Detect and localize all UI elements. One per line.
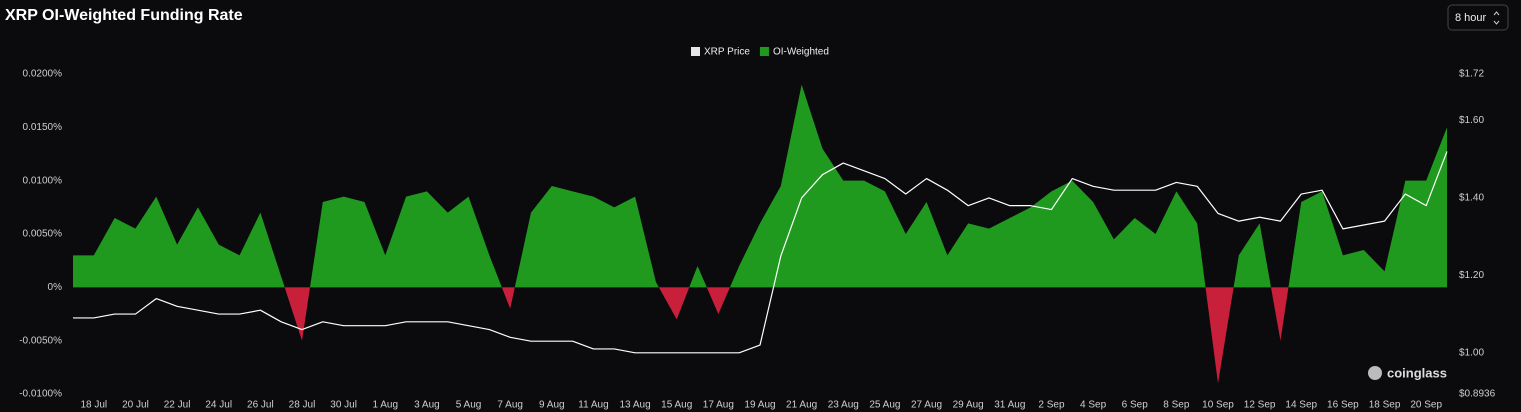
x-tick-label: 28 Jul (289, 400, 316, 411)
legend: XRP Price OI-Weighted (691, 47, 829, 58)
x-tick-label: 14 Sep (1285, 400, 1317, 411)
y-tick-label: 0% (48, 282, 63, 293)
y2-tick-label: $1.20 (1459, 270, 1484, 281)
y-tick-label: 0.0050% (23, 229, 63, 240)
y-tick-label: -0.0050% (19, 335, 62, 346)
x-tick-label: 24 Jul (205, 400, 232, 411)
chart-title: XRP OI-Weighted Funding Rate (5, 7, 243, 24)
y-tick-label: 0.0100% (23, 175, 63, 186)
x-tick-label: 29 Aug (953, 400, 984, 411)
x-tick-label: 16 Sep (1327, 400, 1359, 411)
watermark: coinglass (1368, 365, 1447, 380)
x-tick-label: 30 Jul (330, 400, 357, 411)
legend-swatch (691, 47, 700, 56)
legend-swatch (759, 47, 769, 56)
x-tick-label: 8 Sep (1163, 400, 1190, 411)
x-tick-label: 25 Aug (869, 400, 900, 411)
x-tick-label: 26 Jul (247, 400, 274, 411)
x-tick-label: 21 Aug (786, 400, 817, 411)
x-tick-label: 13 Aug (620, 400, 651, 411)
x-tick-label: 1 Aug (372, 400, 398, 411)
watermark-icon (1368, 366, 1382, 380)
dropdown-label[interactable]: 8 hour (1455, 12, 1487, 24)
y-tick-label: -0.0100% (19, 389, 62, 400)
y2-tick-label: $1.00 (1459, 347, 1484, 358)
x-tick-label: 2 Sep (1038, 400, 1065, 411)
x-tick-label: 4 Sep (1080, 400, 1107, 411)
x-tick-label: 20 Sep (1410, 400, 1442, 411)
price-line (73, 151, 1448, 354)
dropdown-icon (1493, 11, 1500, 25)
dropdown-box[interactable] (1447, 4, 1509, 31)
x-tick-label: 23 Aug (828, 400, 859, 411)
x-tick-label: 22 Jul (164, 400, 191, 411)
x-tick-label: 7 Aug (497, 400, 523, 411)
y2-tick-label: $1.60 (1459, 115, 1484, 126)
x-tick-label: 10 Sep (1202, 400, 1234, 411)
x-tick-label: 19 Aug (744, 400, 775, 411)
x-tick-label: 31 Aug (994, 400, 1025, 411)
funding-area (73, 84, 1447, 384)
x-tick-label: 5 Aug (456, 400, 482, 411)
y2-tick-label: $1.72 (1459, 69, 1484, 80)
x-tick-label: 27 Aug (911, 400, 942, 411)
legend-label: OI-Weighted (773, 47, 829, 58)
y-tick-label: 0.0150% (23, 122, 63, 133)
legend-label: XRP Price (704, 47, 750, 58)
x-tick-label: 18 Jul (80, 400, 107, 411)
x-tick-label: 17 Aug (703, 400, 734, 411)
x-tick-label: 11 Aug (578, 400, 608, 411)
x-tick-label: 3 Aug (414, 400, 440, 411)
x-tick-label: 9 Aug (539, 400, 565, 411)
x-tick-label: 18 Sep (1369, 400, 1401, 411)
y2-tick-label: $1.40 (1459, 193, 1484, 204)
y-tick-label: 0.0200% (23, 69, 63, 80)
x-tick-label: 6 Sep (1122, 400, 1149, 411)
watermark-text: coinglass (1387, 365, 1447, 380)
x-tick-label: 20 Jul (122, 400, 149, 411)
x-tick-label: 15 Aug (661, 400, 692, 411)
interval-dropdown[interactable]: 8 hour (1447, 4, 1509, 31)
y2-tick-label: $0.8936 (1459, 389, 1496, 400)
x-tick-label: 12 Sep (1244, 400, 1276, 411)
